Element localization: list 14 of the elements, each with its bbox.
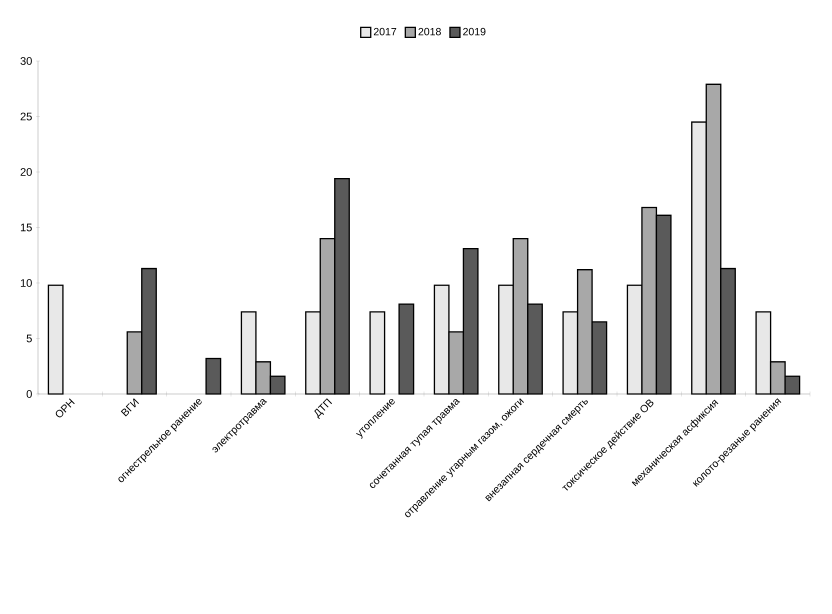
bar — [48, 284, 64, 395]
legend-label: 2018 — [418, 28, 441, 36]
legend-label: 2017 — [374, 28, 396, 36]
y-tick-label: 0 — [26, 390, 32, 398]
y-tick-label: 30 — [20, 57, 32, 65]
bar — [398, 303, 414, 395]
legend-label: 2019 — [463, 28, 486, 36]
y-tick-label: 15 — [20, 224, 32, 232]
bar — [369, 311, 386, 395]
y-tick-label: 5 — [26, 334, 32, 342]
y-tick-label: 10 — [20, 279, 32, 287]
y-tick-label: 25 — [20, 112, 32, 120]
bar — [205, 358, 222, 395]
y-tick-label: 20 — [20, 168, 32, 176]
